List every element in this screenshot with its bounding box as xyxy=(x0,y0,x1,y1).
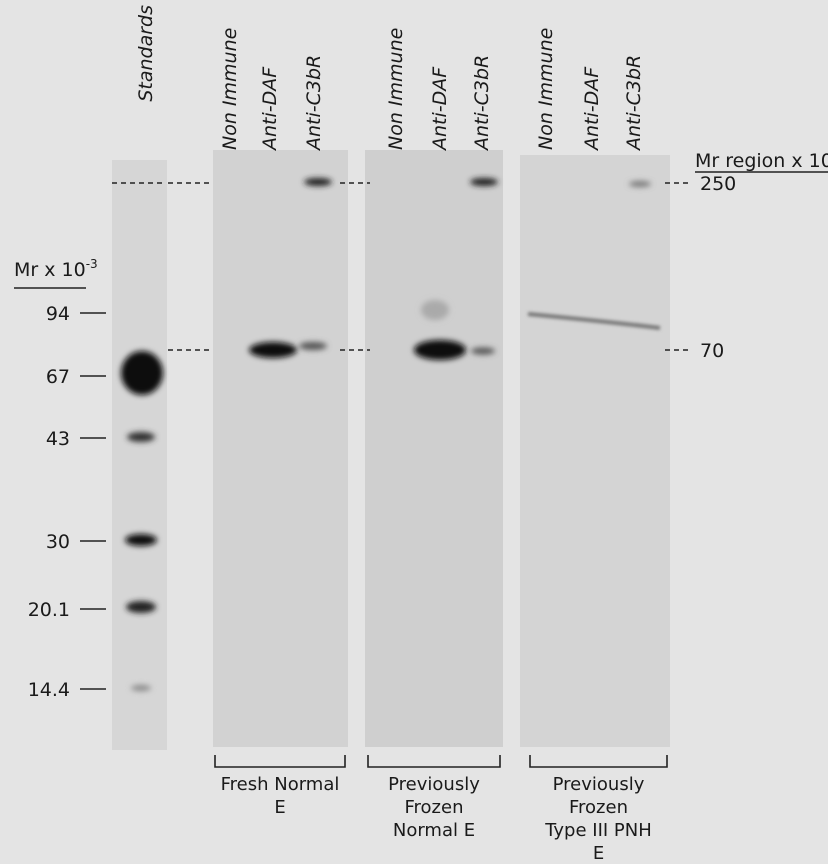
standards-strip xyxy=(112,160,167,750)
group-label: Normal E xyxy=(393,820,475,841)
group-label: Frozen xyxy=(405,797,464,818)
band xyxy=(126,601,156,613)
axis-title-text: Mr region x 10 xyxy=(695,150,828,172)
band xyxy=(414,340,466,360)
group-label: Type III PNH xyxy=(544,820,652,841)
lane-label: Standards xyxy=(135,5,157,102)
band xyxy=(421,300,449,320)
marker-label: 43 xyxy=(46,428,70,450)
marker-label: 30 xyxy=(46,531,70,553)
lane-label: Anti-C3bR xyxy=(303,55,325,152)
marker-label: 20.1 xyxy=(28,599,70,621)
group-label: Frozen xyxy=(569,797,628,818)
gel-figure: Standards Non Immune Anti-DAF Anti-C3bR Non … xyxy=(0,0,828,864)
band xyxy=(629,181,651,187)
marker-label: 70 xyxy=(700,340,724,362)
marker-label: 94 xyxy=(46,303,70,325)
band xyxy=(131,685,151,691)
marker-label: 67 xyxy=(46,366,70,388)
axis-title-exponent: -3 xyxy=(86,257,98,271)
gel-panel xyxy=(520,155,670,747)
lane-label: Non Immune xyxy=(535,28,557,150)
gel-panel xyxy=(365,150,503,747)
group-label: Fresh Normal xyxy=(221,774,340,795)
band xyxy=(127,432,155,442)
group-label: E xyxy=(593,843,604,864)
lane-label: Anti-C3bR xyxy=(623,55,645,152)
band xyxy=(249,342,297,358)
gel-panel xyxy=(213,150,348,747)
band xyxy=(125,534,157,546)
lane-label: Anti-DAF xyxy=(259,66,281,152)
group-label: Previously xyxy=(553,774,645,795)
band xyxy=(299,342,327,350)
band xyxy=(471,348,495,355)
lane-label: Anti-DAF xyxy=(581,66,603,152)
band xyxy=(121,351,163,395)
lane-label: Anti-DAF xyxy=(429,66,451,152)
axis-title: Mr x 10-3 xyxy=(14,257,98,281)
marker-label: 250 xyxy=(700,173,736,195)
axis-title-text: Mr x 10 xyxy=(14,259,86,281)
group-label: E xyxy=(274,797,285,818)
lane-label: Non Immune xyxy=(219,28,241,150)
band xyxy=(470,178,498,186)
marker-label: 14.4 xyxy=(28,679,70,701)
axis-title: Mr region x 10-3 xyxy=(695,148,828,172)
lane-label: Non Immune xyxy=(385,28,407,150)
group-label: Previously xyxy=(388,774,480,795)
lane-label: Anti-C3bR xyxy=(471,55,493,152)
band xyxy=(304,178,332,186)
